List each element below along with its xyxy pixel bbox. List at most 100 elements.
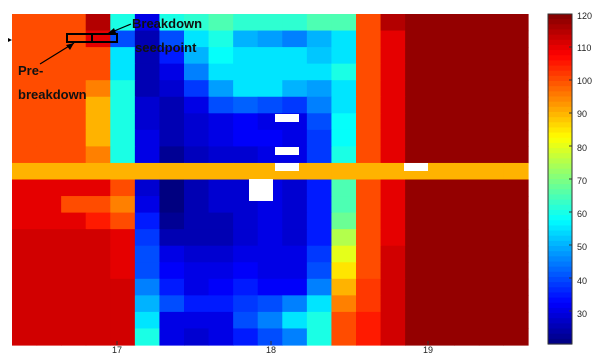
colorbar-segment [548, 271, 572, 278]
heatmap-cell [405, 196, 431, 214]
heatmap-cell [503, 162, 529, 181]
heatmap-cell [134, 113, 161, 131]
heatmap-cell [134, 295, 161, 313]
colorbar-segment [548, 194, 572, 201]
missing-data-patch [249, 179, 273, 201]
heatmap-cell [331, 245, 357, 263]
heatmap-cell [134, 328, 161, 346]
heatmap-cell [159, 96, 185, 114]
colorbar-segment [548, 287, 572, 294]
colorbar-tick-label: 80 [577, 143, 588, 153]
colorbar-segment [548, 19, 572, 25]
heatmap-cell [12, 295, 38, 313]
heatmap-cell [36, 14, 62, 32]
heatmap-cell [331, 129, 357, 147]
heatmap-cell [282, 328, 308, 346]
heatmap-cell [405, 229, 431, 247]
heatmap-cell [233, 311, 259, 330]
colorbar-segment [548, 313, 572, 319]
heatmap-cell [478, 196, 505, 214]
heatmap-cell [134, 245, 161, 263]
heatmap-cell [454, 47, 480, 65]
colorbar-tick-label: 60 [577, 209, 588, 219]
heatmap-cell [12, 245, 38, 263]
heatmap-cell [134, 311, 161, 330]
heatmap-cell [282, 47, 308, 65]
heatmap-cell [282, 245, 308, 263]
heatmap-cell [61, 311, 87, 330]
heatmap-cell [503, 278, 529, 296]
heatmap-cell [503, 146, 529, 164]
heatmap-cell [454, 80, 480, 98]
heatmap-cell [331, 96, 357, 114]
heatmap-cell [110, 162, 136, 181]
heatmap-cell [233, 262, 259, 280]
heatmap-cell [61, 63, 87, 81]
heatmap-cell [61, 278, 87, 296]
annotation-prebreakdown: breakdown [18, 87, 87, 102]
colorbar-segment [548, 292, 572, 299]
heatmap-cell [257, 229, 283, 247]
heatmap-cell [356, 212, 382, 230]
heatmap-cell [257, 30, 283, 48]
heatmap-cell [306, 212, 333, 230]
x-tick-label: 18 [265, 345, 277, 355]
heatmap-cell [184, 80, 210, 98]
heatmap-cell [208, 129, 234, 147]
colorbar-segment [548, 106, 572, 113]
heatmap-cell [356, 30, 382, 48]
heatmap-cell [380, 63, 406, 81]
heatmap-cell [61, 328, 87, 346]
heatmap-cell [159, 179, 185, 197]
colorbar-segment [548, 142, 572, 149]
x-tick-label: 19 [422, 345, 434, 355]
heatmap-cell [257, 311, 283, 330]
heatmap-cell [306, 30, 333, 48]
heatmap-cell [36, 278, 62, 296]
heatmap-cell [110, 328, 136, 346]
heatmap-cell [331, 63, 357, 81]
colorbar-segment [548, 39, 572, 46]
heatmap-cell [306, 262, 333, 280]
heatmap-cell [85, 245, 111, 263]
heatmap-cell [134, 196, 161, 214]
heatmap-cell [233, 229, 259, 247]
heatmap-cell [306, 63, 333, 81]
colorbar-segment [548, 235, 572, 242]
heatmap-cell [380, 262, 406, 280]
heatmap-cell [331, 295, 357, 313]
heatmap-cell [356, 47, 382, 65]
heatmap-cell [233, 63, 259, 81]
heatmap-cell [85, 146, 111, 164]
colorbar-segment [548, 50, 572, 56]
heatmap-cell [159, 80, 185, 98]
missing-data-patch [404, 163, 428, 171]
heatmap-cell [134, 80, 161, 98]
heatmap-cell [306, 229, 333, 247]
colorbar-segment [548, 127, 572, 134]
colorbar-segment [548, 209, 572, 216]
heatmap-cell [257, 96, 283, 114]
heatmap-cell [233, 80, 259, 98]
heatmap-cell [306, 14, 333, 32]
heatmap-cell [478, 113, 505, 131]
heatmap-cell [331, 146, 357, 164]
heatmap-cell [503, 63, 529, 81]
heatmap-cell [233, 129, 259, 147]
heatmap-cell [233, 328, 259, 346]
heatmap-cell [454, 129, 480, 147]
heatmap-cell [134, 212, 161, 230]
heatmap-cell [331, 212, 357, 230]
colorbar-segment [548, 240, 572, 247]
heatmap-cell [257, 295, 283, 313]
heatmap-cell [356, 278, 382, 296]
heatmap-cell [282, 262, 308, 280]
annotation-breakdown: Breakdown [132, 16, 203, 31]
heatmap-cell [233, 113, 259, 131]
heatmap-cell [208, 14, 234, 32]
colorbar-tick-label: 40 [577, 276, 588, 286]
heatmap-cell [208, 278, 234, 296]
heatmap-cell [405, 295, 431, 313]
heatmap-cell [331, 113, 357, 131]
heatmap-cell [356, 328, 382, 346]
